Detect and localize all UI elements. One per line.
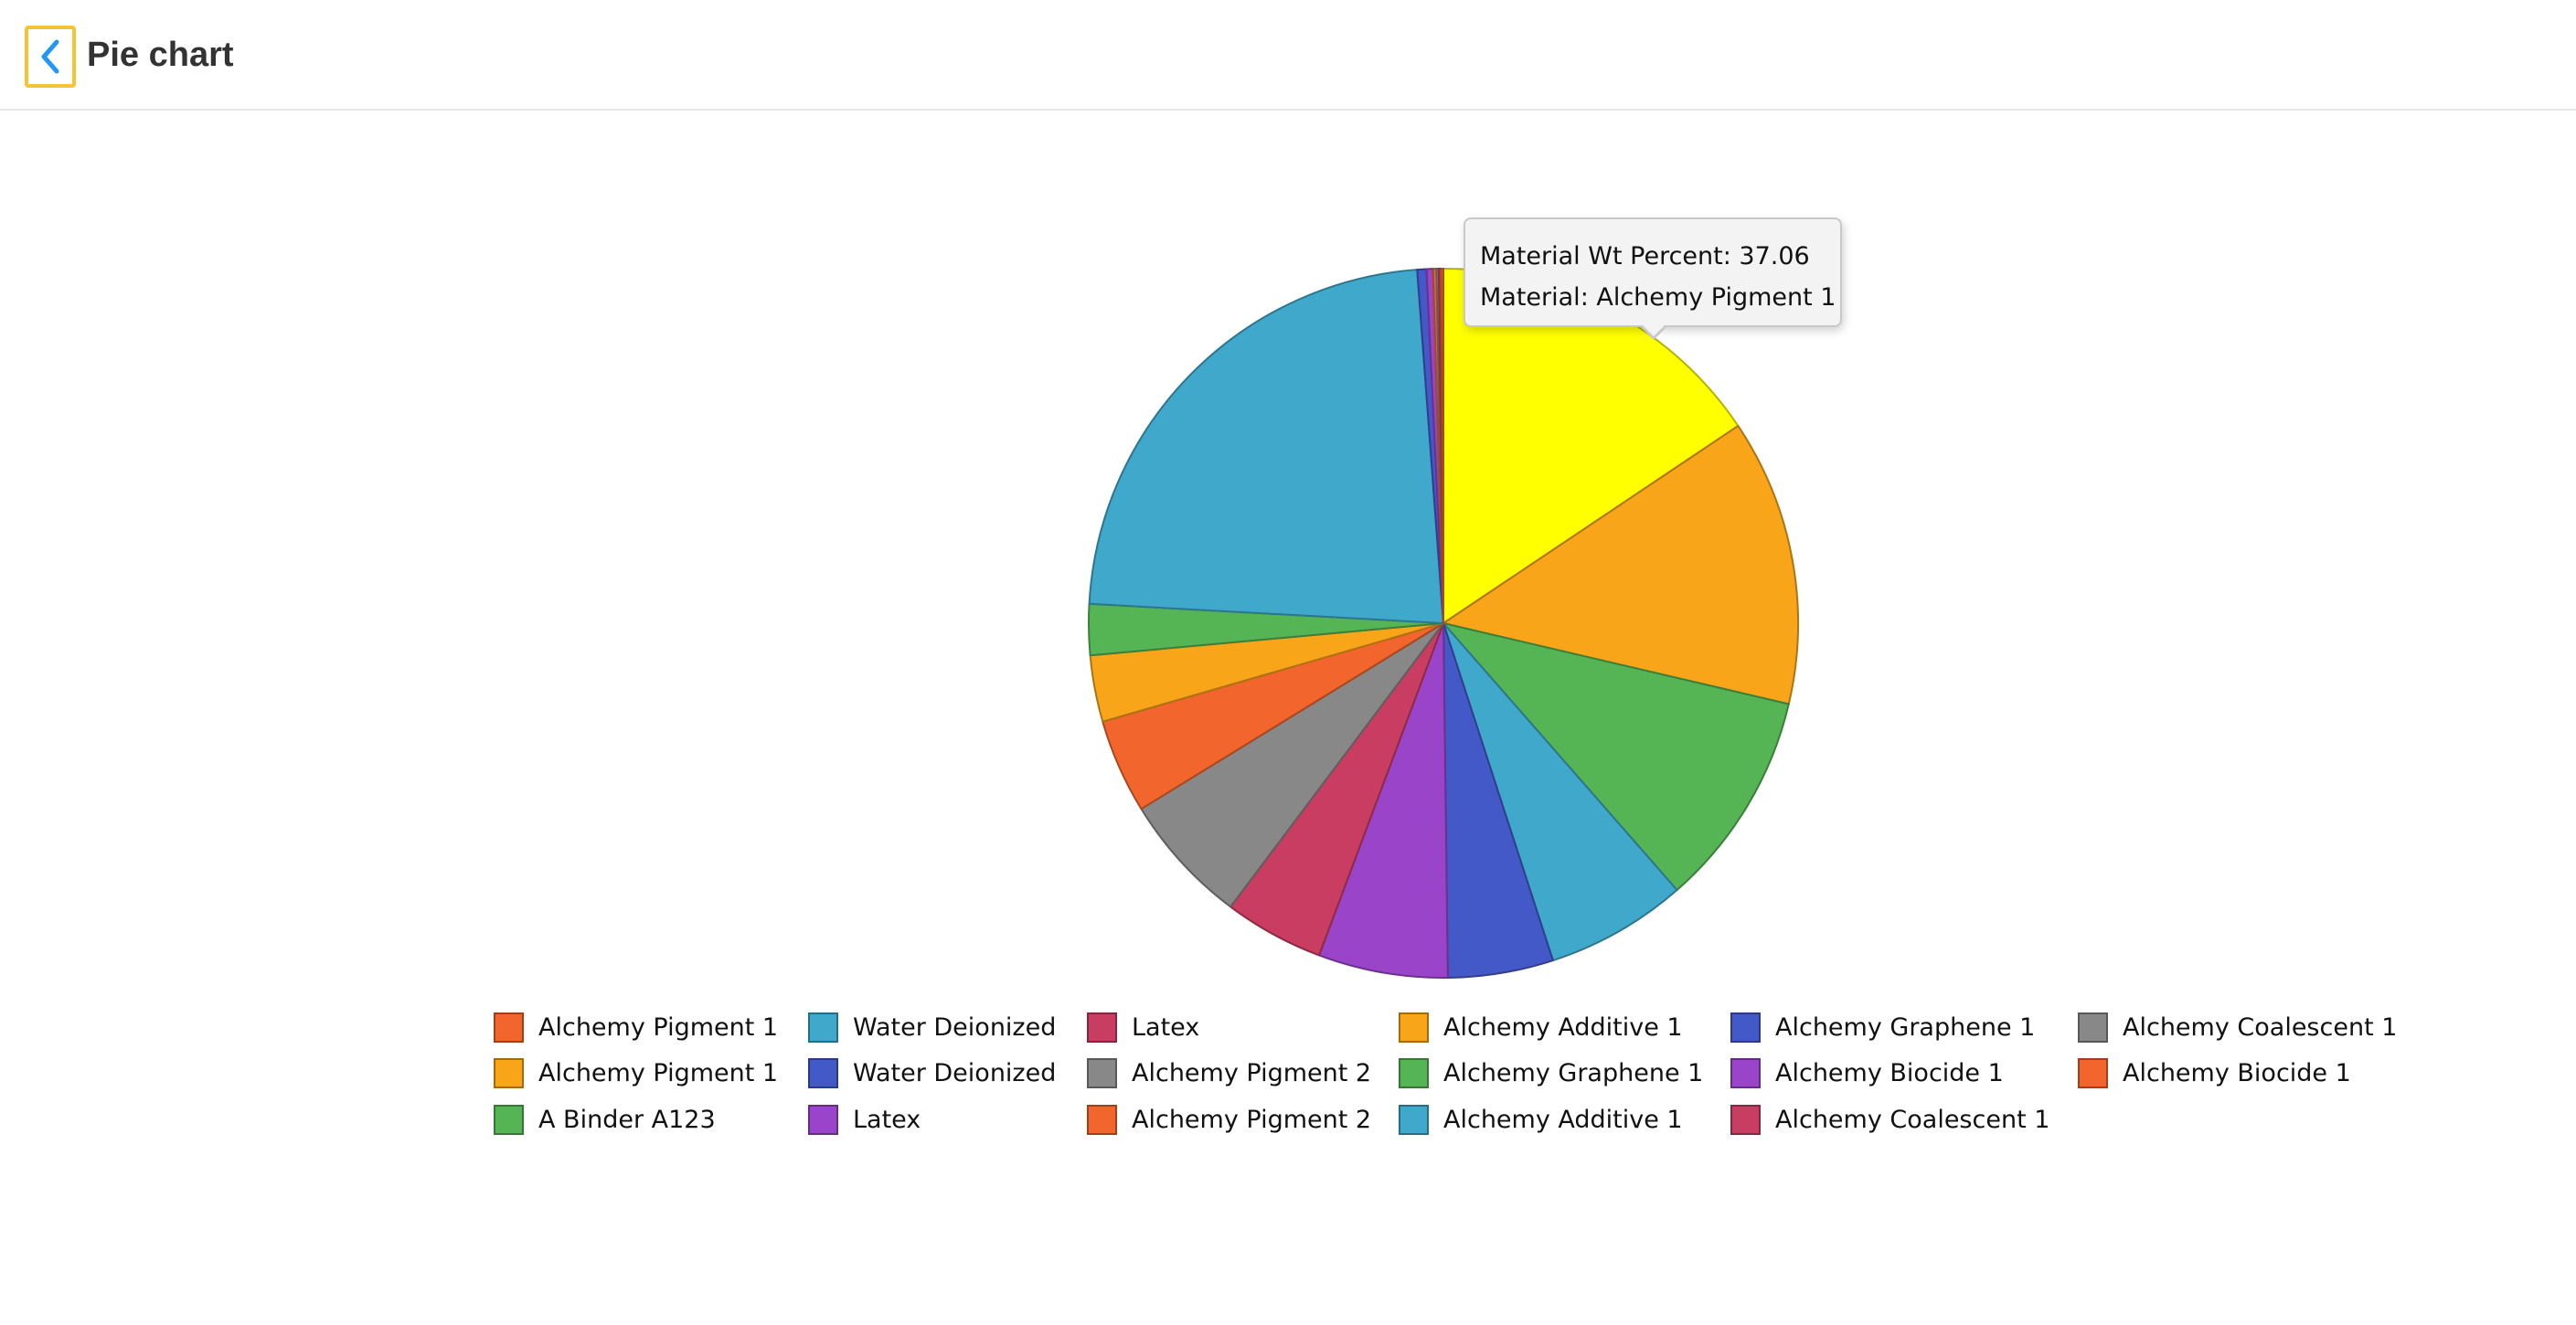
pie-slice-11[interactable] (1088, 269, 1444, 624)
legend-label: Alchemy Graphene 1 (1443, 1058, 1704, 1087)
page-title: Pie chart (87, 36, 234, 74)
legend-item[interactable]: Alchemy Biocide 1 (1730, 1055, 2004, 1091)
legend-swatch (808, 1012, 838, 1043)
legend-swatch (1730, 1104, 1761, 1135)
legend-swatch (1730, 1012, 1761, 1043)
legend-swatch (2078, 1012, 2108, 1043)
pie-slice-2[interactable] (1442, 622, 1790, 891)
legend-label: Alchemy Pigment 2 (1132, 1105, 1372, 1134)
legend-swatch (494, 1057, 524, 1088)
legend-label: Alchemy Coalescent 1 (1775, 1105, 2050, 1134)
pie-slices (1088, 268, 1799, 979)
tooltip-arrow (1639, 323, 1668, 340)
legend-item[interactable]: Alchemy Additive 1 (1399, 1009, 1683, 1045)
legend-item[interactable]: Latex (808, 1101, 921, 1138)
legend-item[interactable]: Alchemy Biocide 1 (2078, 1055, 2351, 1091)
legend-item[interactable]: Alchemy Coalescent 1 (2078, 1009, 2397, 1045)
legend-swatch (1087, 1057, 1117, 1088)
legend-label: Latex (1132, 1012, 1200, 1042)
legend-label: Latex (853, 1105, 921, 1134)
legend-item[interactable]: Alchemy Pigment 2 (1087, 1101, 1371, 1138)
legend-swatch (494, 1104, 524, 1135)
tooltip-value: Material Wt Percent: 37.06 (1480, 242, 1810, 270)
legend-label: Water Deionized (853, 1058, 1057, 1087)
legend-item[interactable]: Latex (1087, 1009, 1199, 1045)
legend-label: Alchemy Pigment 1 (538, 1012, 779, 1042)
legend-item[interactable]: A Binder A123 (494, 1101, 716, 1138)
legend-swatch (1399, 1012, 1429, 1043)
legend-swatch (1087, 1012, 1117, 1043)
legend-item[interactable]: Water Deionized (808, 1055, 1056, 1091)
legend-item[interactable]: Alchemy Pigment 1 (494, 1009, 778, 1045)
legend-item[interactable]: Alchemy Graphene 1 (1730, 1009, 2035, 1045)
pie-slice-1[interactable] (1442, 425, 1799, 705)
pie-slice-7[interactable] (1140, 622, 1444, 908)
legend-label: Alchemy Pigment 1 (538, 1058, 779, 1087)
legend-item[interactable]: Water Deionized (808, 1009, 1056, 1045)
pie-slice-3[interactable] (1442, 622, 1678, 962)
legend-label: Alchemy Biocide 1 (2123, 1058, 2351, 1087)
legend-swatch (494, 1012, 524, 1043)
legend-item[interactable]: Alchemy Graphene 1 (1399, 1055, 1703, 1091)
app-header: Pie chart (0, 0, 2576, 111)
pie-slice-17[interactable] (1440, 268, 1444, 624)
legend-item[interactable]: Alchemy Pigment 1 (494, 1055, 778, 1091)
back-button[interactable] (25, 26, 76, 88)
legend-swatch (1399, 1057, 1429, 1088)
legend-label: A Binder A123 (538, 1105, 716, 1134)
legend-swatch (2078, 1057, 2108, 1088)
legend-item[interactable]: Alchemy Additive 1 (1399, 1101, 1683, 1138)
chevron-left-icon (41, 39, 59, 74)
legend-item[interactable]: Alchemy Pigment 2 (1087, 1055, 1371, 1091)
chart-tooltip: Material Wt Percent: 37.06 Material: Alc… (1464, 217, 1842, 340)
legend-label: Water Deionized (853, 1012, 1057, 1042)
legend-swatch (1730, 1057, 1761, 1088)
legend-swatch (808, 1104, 838, 1135)
legend-swatch (1087, 1104, 1117, 1135)
legend-swatch (808, 1057, 838, 1088)
legend-label: Alchemy Graphene 1 (1775, 1012, 2036, 1042)
legend-swatch (1399, 1104, 1429, 1135)
legend-item[interactable]: Alchemy Coalescent 1 (1730, 1101, 2049, 1138)
tooltip-material: Material: Alchemy Pigment 1 (1480, 283, 1836, 312)
legend-label: Alchemy Coalescent 1 (2123, 1012, 2398, 1042)
legend-label: Alchemy Pigment 2 (1132, 1058, 1372, 1087)
legend-label: Alchemy Additive 1 (1443, 1012, 1683, 1042)
legend-label: Alchemy Additive 1 (1443, 1105, 1683, 1134)
pie-slice-5[interactable] (1318, 622, 1449, 979)
legend-label: Alchemy Biocide 1 (1775, 1058, 2004, 1087)
